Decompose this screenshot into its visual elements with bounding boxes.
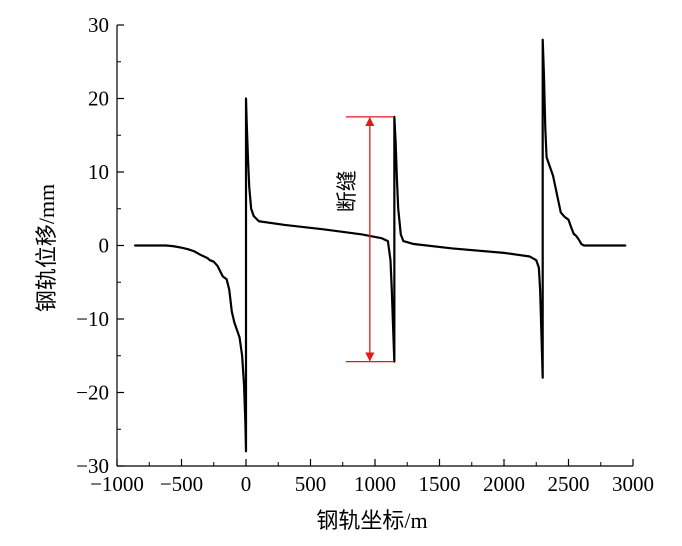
y-tick-label: 30 xyxy=(88,13,109,37)
y-tick-label: −30 xyxy=(76,454,109,478)
y-tick-label: 10 xyxy=(88,160,109,184)
x-tick-label: 3000 xyxy=(612,472,654,496)
x-tick-label: 1500 xyxy=(419,472,461,496)
displacement-line xyxy=(133,38,627,453)
x-tick-label: 0 xyxy=(241,472,252,496)
y-axis-title: 钢轨位移/mm xyxy=(34,184,59,312)
x-tick-label: 2000 xyxy=(483,472,525,496)
y-tick-label: 20 xyxy=(88,87,109,111)
x-tick-label: 1000 xyxy=(354,472,396,496)
y-tick-label: −20 xyxy=(76,381,109,405)
x-tick-label: −1000 xyxy=(90,472,144,496)
y-tick-label: −10 xyxy=(76,307,109,331)
y-tick-label: 0 xyxy=(99,234,110,258)
x-tick-label: −500 xyxy=(160,472,203,496)
x-tick-label: 2500 xyxy=(548,472,590,496)
gap-label: 断缝 xyxy=(335,170,359,212)
x-axis-title: 钢轨坐标/m xyxy=(316,508,427,533)
x-tick-label: 500 xyxy=(295,472,327,496)
